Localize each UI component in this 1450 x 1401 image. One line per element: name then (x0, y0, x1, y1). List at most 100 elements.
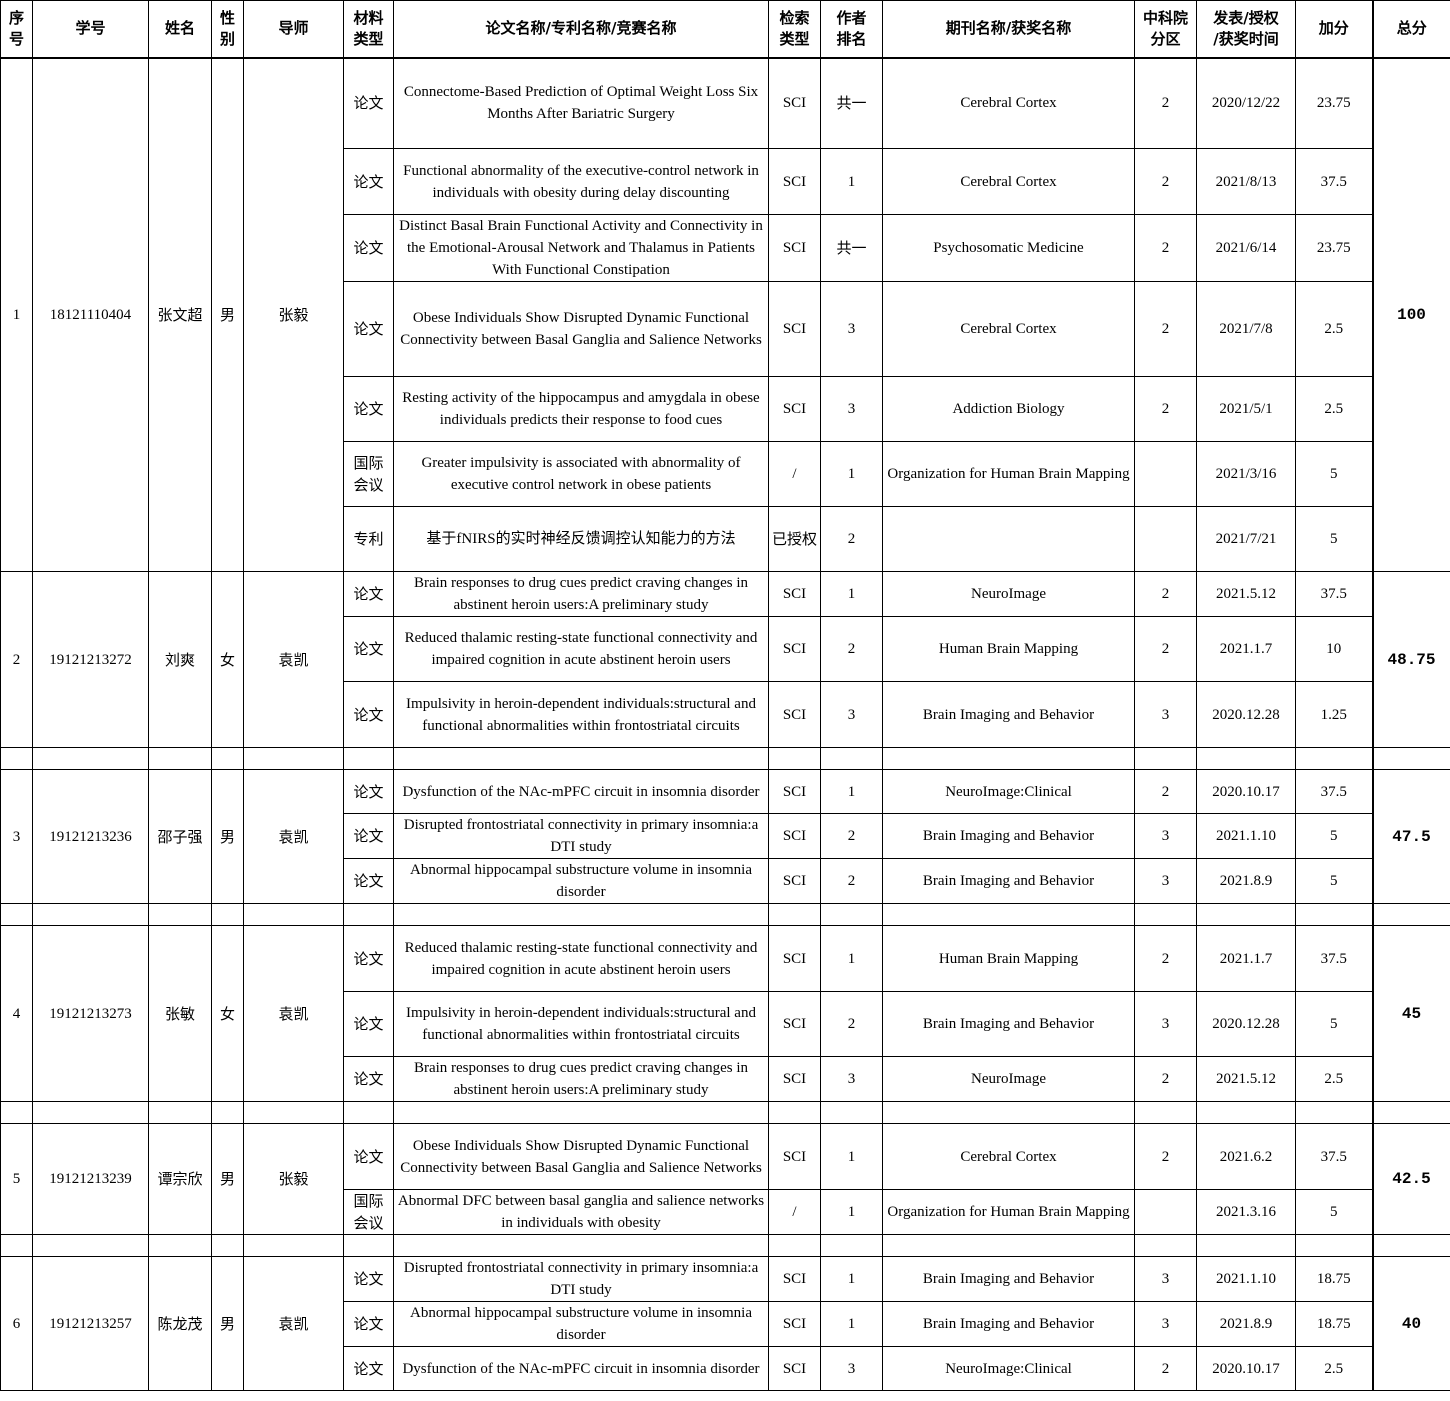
bonus-score[interactable]: 23.75 (1295, 57, 1373, 149)
bonus-score[interactable]: 5 (1295, 506, 1373, 572)
publish-date[interactable]: 2020.12.28 (1196, 991, 1296, 1057)
student-name[interactable]: 张敏 (148, 925, 212, 1102)
author-rank[interactable]: 3 (820, 281, 883, 377)
cas-zone[interactable]: 2 (1134, 376, 1197, 442)
publish-date[interactable]: 2021.1.10 (1196, 813, 1296, 859)
material-type[interactable]: 国际会议 (343, 1189, 394, 1235)
student-gender[interactable]: 男 (211, 57, 244, 572)
author-rank[interactable]: 3 (820, 376, 883, 442)
material-type[interactable]: 论文 (343, 376, 394, 442)
material-type[interactable]: 论文 (343, 1056, 394, 1102)
empty-cell[interactable] (393, 1101, 769, 1124)
journal-name[interactable]: Brain Imaging and Behavior (882, 858, 1135, 904)
journal-name[interactable]: Brain Imaging and Behavior (882, 681, 1135, 748)
cas-zone[interactable]: 3 (1134, 681, 1197, 748)
bonus-score[interactable]: 5 (1295, 441, 1373, 507)
material-type[interactable]: 论文 (343, 769, 394, 814)
publish-date[interactable]: 2021/7/21 (1196, 506, 1296, 572)
row-number[interactable]: 1 (0, 57, 33, 572)
empty-cell[interactable] (1134, 747, 1197, 770)
publish-date[interactable]: 2020/12/22 (1196, 57, 1296, 149)
total-score[interactable]: 47.5 (1371, 769, 1450, 904)
bonus-score[interactable]: 2.5 (1295, 376, 1373, 442)
author-rank[interactable]: 2 (820, 858, 883, 904)
paper-title[interactable]: 基于fNIRS的实时神经反馈调控认知能力的方法 (393, 506, 769, 572)
author-rank[interactable]: 2 (820, 506, 883, 572)
publish-date[interactable]: 2021.1.7 (1196, 616, 1296, 682)
paper-title[interactable]: Impulsivity in heroin-dependent individu… (393, 991, 769, 1057)
author-rank[interactable]: 共一 (820, 57, 883, 149)
cas-zone[interactable]: 2 (1134, 769, 1197, 814)
publish-date[interactable]: 2020.10.17 (1196, 1346, 1296, 1391)
cas-zone[interactable]: 3 (1134, 991, 1197, 1057)
author-rank[interactable]: 3 (820, 681, 883, 748)
index-type[interactable]: SCI (768, 1256, 821, 1302)
paper-title[interactable]: Reduced thalamic resting-state functiona… (393, 925, 769, 992)
advisor-name[interactable]: 张毅 (243, 57, 344, 572)
paper-title[interactable]: Dysfunction of the NAc-mPFC circuit in i… (393, 769, 769, 814)
advisor-name[interactable]: 袁凯 (243, 925, 344, 1102)
paper-title[interactable]: Disrupted frontostriatal connectivity in… (393, 813, 769, 859)
cas-zone[interactable]: 3 (1134, 858, 1197, 904)
cas-zone[interactable] (1134, 506, 1197, 572)
index-type[interactable]: SCI (768, 769, 821, 814)
empty-cell[interactable] (1134, 903, 1197, 926)
total-score[interactable]: 48.75 (1371, 571, 1450, 748)
student-name[interactable]: 张文超 (148, 57, 212, 572)
empty-cell[interactable] (1196, 1234, 1296, 1257)
empty-cell[interactable] (148, 747, 212, 770)
journal-name[interactable]: Organization for Human Brain Mapping (882, 1189, 1135, 1235)
paper-title[interactable]: Dysfunction of the NAc-mPFC circuit in i… (393, 1346, 769, 1391)
bonus-score[interactable]: 5 (1295, 858, 1373, 904)
empty-cell[interactable] (243, 747, 344, 770)
index-type[interactable]: SCI (768, 858, 821, 904)
total-score[interactable]: 45 (1371, 925, 1450, 1102)
empty-cell[interactable] (148, 903, 212, 926)
index-type[interactable]: SCI (768, 281, 821, 377)
bonus-score[interactable]: 18.75 (1295, 1256, 1373, 1302)
paper-title[interactable]: Distinct Basal Brain Functional Activity… (393, 214, 769, 282)
journal-name[interactable]: Brain Imaging and Behavior (882, 1256, 1135, 1302)
row-number[interactable]: 5 (0, 1123, 33, 1235)
empty-cell[interactable] (243, 1101, 344, 1124)
bonus-score[interactable]: 37.5 (1295, 769, 1373, 814)
empty-cell[interactable] (243, 1234, 344, 1257)
index-type[interactable]: SCI (768, 1346, 821, 1391)
empty-cell[interactable] (1371, 1101, 1450, 1124)
advisor-name[interactable]: 袁凯 (243, 571, 344, 748)
journal-name[interactable]: Psychosomatic Medicine (882, 214, 1135, 282)
material-type[interactable]: 论文 (343, 57, 394, 149)
publish-date[interactable]: 2021.3.16 (1196, 1189, 1296, 1235)
empty-cell[interactable] (1134, 1101, 1197, 1124)
material-type[interactable]: 论文 (343, 925, 394, 992)
empty-cell[interactable] (820, 747, 883, 770)
publish-date[interactable]: 2020.12.28 (1196, 681, 1296, 748)
author-rank[interactable]: 1 (820, 1123, 883, 1190)
material-type[interactable]: 论文 (343, 571, 394, 617)
material-type[interactable]: 论文 (343, 681, 394, 748)
student-name[interactable]: 谭宗欣 (148, 1123, 212, 1235)
bonus-score[interactable]: 1.25 (1295, 681, 1373, 748)
empty-cell[interactable] (1196, 747, 1296, 770)
material-type[interactable]: 论文 (343, 1301, 394, 1347)
paper-title[interactable]: Resting activity of the hippocampus and … (393, 376, 769, 442)
empty-cell[interactable] (211, 903, 244, 926)
empty-cell[interactable] (882, 747, 1135, 770)
material-type[interactable]: 专利 (343, 506, 394, 572)
author-rank[interactable]: 2 (820, 616, 883, 682)
empty-cell[interactable] (211, 1234, 244, 1257)
student-gender[interactable]: 女 (211, 925, 244, 1102)
bonus-score[interactable]: 23.75 (1295, 214, 1373, 282)
index-type[interactable]: 已授权 (768, 506, 821, 572)
author-rank[interactable]: 1 (820, 1301, 883, 1347)
journal-name[interactable]: NeuroImage:Clinical (882, 1346, 1135, 1391)
empty-cell[interactable] (343, 1234, 394, 1257)
empty-cell[interactable] (0, 1234, 33, 1257)
empty-cell[interactable] (1134, 1234, 1197, 1257)
empty-cell[interactable] (343, 1101, 394, 1124)
empty-cell[interactable] (768, 1234, 821, 1257)
paper-title[interactable]: Disrupted frontostriatal connectivity in… (393, 1256, 769, 1302)
row-number[interactable]: 2 (0, 571, 33, 748)
bonus-score[interactable]: 2.5 (1295, 1056, 1373, 1102)
index-type[interactable]: / (768, 1189, 821, 1235)
